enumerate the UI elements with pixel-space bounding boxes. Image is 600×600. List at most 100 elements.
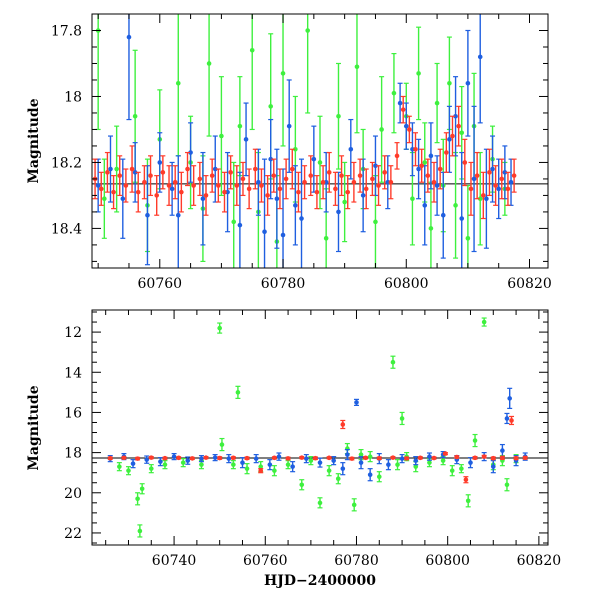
- data-point-green: [293, 146, 298, 152]
- data-point-green: [139, 486, 145, 492]
- data-point-green: [244, 466, 250, 471]
- data-point-red: [450, 133, 455, 139]
- y-tick-label: 14: [64, 365, 82, 381]
- data-point-blue: [403, 123, 409, 129]
- data-point-red: [326, 170, 332, 175]
- data-point-blue: [490, 464, 496, 469]
- data-point-blue: [447, 137, 452, 142]
- data-point-red: [234, 183, 240, 188]
- data-point-red: [98, 186, 104, 192]
- data-point-red: [162, 455, 168, 461]
- data-point-red: [493, 183, 498, 188]
- data-point-green: [162, 462, 168, 467]
- data-point-blue: [373, 163, 378, 169]
- data-point-green: [268, 104, 274, 109]
- data-point-red: [363, 455, 368, 461]
- data-point-green: [367, 454, 373, 459]
- data-point-red: [340, 422, 346, 427]
- data-point-red: [326, 455, 332, 461]
- data-point-blue: [440, 212, 446, 218]
- data-point-blue: [348, 146, 354, 152]
- data-point-red: [190, 456, 195, 461]
- data-point-blue: [496, 186, 502, 192]
- data-point-green: [399, 416, 405, 421]
- data-point-blue: [130, 461, 136, 466]
- plot-frame: [91, 309, 549, 546]
- data-point-blue: [145, 212, 150, 218]
- data-point-red: [480, 193, 486, 198]
- data-point-blue: [453, 113, 458, 119]
- data-point-green: [459, 466, 464, 471]
- y-tick-label: 18: [64, 446, 82, 462]
- data-point-green: [280, 71, 286, 76]
- x-tick-label: 60760: [243, 553, 288, 569]
- data-point-green: [323, 236, 329, 241]
- data-point-green: [137, 528, 143, 534]
- x-tick-label: 60820: [507, 276, 552, 292]
- data-point-red: [388, 179, 394, 185]
- data-point-red: [231, 455, 236, 461]
- data-point-red: [437, 166, 443, 172]
- series-blue: [95, 14, 514, 268]
- data-point-red: [474, 173, 480, 178]
- data-point-red: [148, 455, 154, 460]
- data-point-green: [231, 462, 236, 467]
- data-point-green: [447, 80, 452, 86]
- data-point-blue: [311, 156, 317, 162]
- data-point-green: [336, 113, 341, 119]
- data-point-red: [160, 170, 166, 175]
- data-point-blue: [226, 456, 232, 461]
- data-point-red: [258, 468, 264, 473]
- data-point-red: [357, 173, 363, 178]
- data-point-blue: [274, 196, 280, 202]
- data-point-red: [244, 455, 250, 461]
- data-point-green: [235, 390, 241, 395]
- data-point-green: [102, 196, 107, 202]
- data-point-blue: [185, 458, 191, 463]
- data-point-green: [317, 500, 323, 506]
- data-point-green: [342, 199, 347, 205]
- data-point-red: [376, 183, 381, 188]
- x-tick-label: 60740: [152, 553, 197, 569]
- data-point-green: [175, 80, 181, 86]
- data-point-blue: [175, 212, 181, 218]
- data-point-red: [418, 455, 423, 461]
- data-point-green: [219, 133, 224, 139]
- data-point-red: [363, 186, 369, 192]
- data-point-red: [419, 163, 424, 169]
- data-point-blue: [416, 166, 421, 172]
- data-point-red: [308, 173, 314, 178]
- data-point-blue: [240, 460, 245, 465]
- data-point-red: [265, 193, 270, 198]
- data-point-blue: [171, 454, 177, 459]
- data-point-red: [407, 127, 412, 132]
- data-point-red: [444, 150, 449, 155]
- data-point-green: [114, 166, 119, 172]
- data-point-green: [358, 452, 364, 457]
- data-point-green: [427, 460, 432, 465]
- data-point-red: [404, 456, 409, 461]
- data-point-blue: [169, 186, 175, 192]
- series-blue: [107, 387, 528, 482]
- data-point-green: [272, 468, 277, 473]
- data-point-blue: [157, 160, 163, 165]
- data-point-red: [240, 176, 246, 182]
- data-point-red: [413, 146, 418, 152]
- data-point-red: [513, 455, 519, 461]
- data-point-green: [465, 236, 471, 241]
- data-point-red: [271, 173, 277, 178]
- data-point-red: [289, 166, 295, 172]
- data-point-red: [179, 189, 184, 195]
- data-point-blue: [95, 183, 101, 188]
- y-tick-label: 18.2: [51, 155, 82, 171]
- data-point-red: [394, 153, 400, 159]
- data-point-red: [259, 183, 264, 188]
- data-point-blue: [276, 454, 282, 459]
- data-point-red: [299, 455, 305, 460]
- data-point-blue: [367, 472, 373, 478]
- data-point-blue: [158, 459, 163, 464]
- plot-frame: [91, 13, 549, 269]
- data-point-red: [172, 179, 178, 185]
- data-point-red: [349, 456, 355, 461]
- data-point-red: [228, 170, 233, 175]
